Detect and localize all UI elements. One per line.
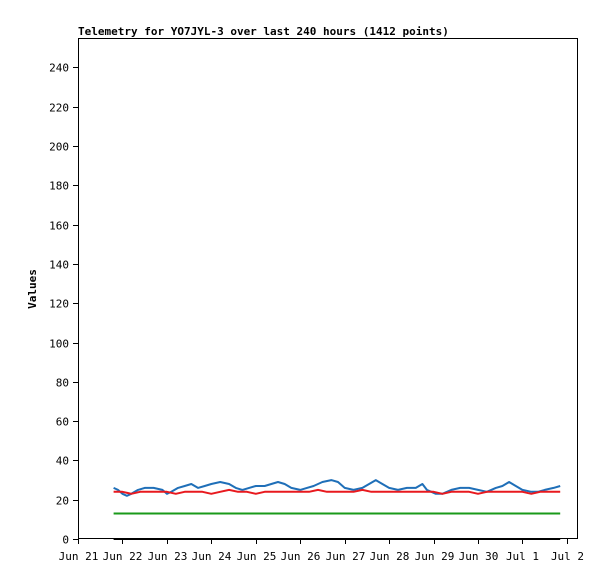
x-tick-label: Jun 30 [459, 550, 499, 563]
x-tick-label: Jun 22 [103, 550, 143, 563]
y-tick-label: 120 [49, 298, 69, 311]
x-tick-label: Jun 29 [415, 550, 455, 563]
y-tick-label: 100 [49, 338, 69, 351]
x-tick-label: Jul 1 [506, 550, 539, 563]
y-tick-label: 0 [62, 534, 69, 547]
y-tick-label: 240 [49, 62, 69, 75]
x-tick-label: Jun 23 [148, 550, 188, 563]
chart-title: Telemetry for YO7JYL-3 over last 240 hou… [78, 25, 449, 38]
x-tick-label: Jul 2 [551, 550, 584, 563]
y-tick-label: 80 [56, 377, 69, 390]
x-tick-label: Jun 24 [192, 550, 232, 563]
x-tick-label: Jun 25 [237, 550, 277, 563]
series-line-2 [113, 488, 561, 495]
y-tick-label: 220 [49, 102, 69, 115]
x-tick-label: Jun 27 [326, 550, 366, 563]
y-axis-label: Values [26, 269, 39, 309]
y-tick-label: 20 [56, 495, 69, 508]
x-tick-label: Jun 28 [370, 550, 410, 563]
plot-frame [78, 38, 578, 539]
x-tick-label: Jun 21 [59, 550, 99, 563]
y-tick-label: 200 [49, 141, 69, 154]
y-tick-label: 140 [49, 259, 69, 272]
y-tick-label: 180 [49, 180, 69, 193]
series-line-1 [113, 479, 561, 497]
y-tick-label: 60 [56, 416, 69, 429]
y-tick-label: 160 [49, 220, 69, 233]
x-tick-label: Jun 26 [281, 550, 321, 563]
y-tick-label: 40 [56, 455, 69, 468]
